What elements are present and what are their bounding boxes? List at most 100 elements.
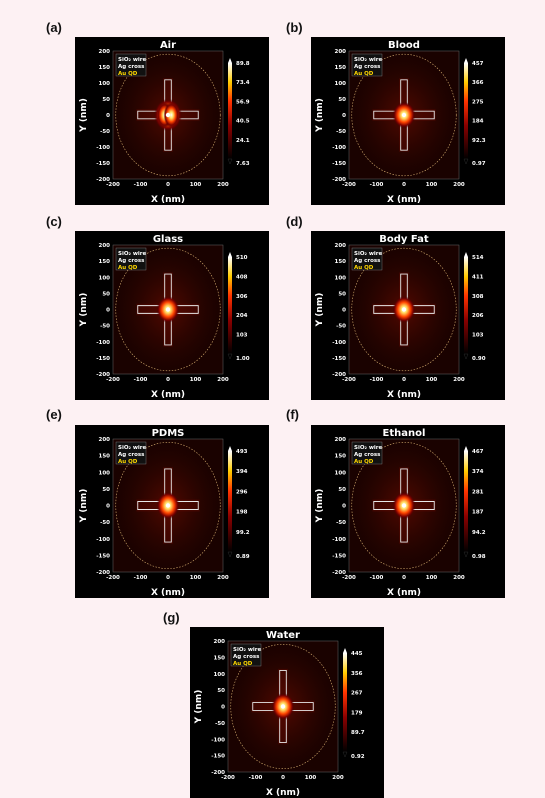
y-tick-label: -200 [332,177,346,183]
chart-title: Water [266,630,300,641]
legend-entry: SiO₂ wire [354,57,383,63]
colorbar-tick-label: 187 [472,510,484,516]
legend-entry: SiO₂ wire [118,57,147,63]
x-tick-label: 0 [402,575,406,581]
x-tick-label: -100 [134,377,148,383]
y-tick-label: 200 [99,49,111,55]
y-tick-label: 200 [99,437,111,443]
y-tick-label: 0 [221,705,225,711]
y-tick-label: -100 [96,340,110,346]
x-tick-label: 0 [166,182,170,188]
x-tick-label: -200 [221,775,235,781]
legend-entry: Au QD [354,71,374,77]
colorbar-tick-label: 73.4 [236,80,250,86]
y-tick-label: 50 [102,487,110,493]
y-tick-label: -50 [100,129,110,135]
heatmap-panel-body-fat: Body Fat SiO₂ wire Ag cross Au QD 200 150 100 5… [311,231,505,400]
colorbar [228,451,232,552]
colorbar-tick-label: 514 [472,255,484,261]
colorbar [464,257,468,354]
colorbar-tick-label: 103 [472,333,484,339]
colorbar-tick-label: 198 [236,510,248,516]
colorbar-tick-label: 92.3 [472,138,486,144]
chart-title: PDMS [152,428,185,439]
x-tick-label: 200 [217,182,229,188]
y-tick-label: 100 [99,470,111,476]
y-tick-label: 200 [99,243,111,249]
colorbar-tick-label: 306 [236,294,248,300]
colorbar [343,653,347,752]
y-tick-label: -100 [332,340,346,346]
colorbar-tick-label: 0.92 [351,754,365,760]
x-tick-label: 0 [281,775,285,781]
panel-label-c: (c) [46,214,62,229]
au-qd [165,307,171,312]
x-tick-label: -200 [342,575,356,581]
y-tick-label: -100 [332,145,346,151]
colorbar-tick-label: 467 [472,449,484,455]
legend-entry: SiO₂ wire [118,251,147,257]
colorbar-tick-label: 56.9 [236,99,250,105]
legend-entry: Ag cross [354,64,381,70]
x-tick-label: 100 [190,377,202,383]
y-tick-label: 200 [335,49,347,55]
y-tick-label: -150 [211,754,225,760]
y-tick-label: 200 [214,639,226,645]
legend-entry: Au QD [354,459,374,465]
y-tick-label: -100 [332,537,346,543]
x-tick-label: 200 [453,575,465,581]
y-tick-label: -200 [332,570,346,576]
colorbar-tick-label: 1.00 [236,356,250,362]
colorbar-tick-label: 493 [236,449,248,455]
y-tick-label: -150 [96,356,110,362]
colorbar-tick-label: 296 [236,489,248,495]
colorbar [228,63,232,159]
y-tick-label: 100 [99,81,111,87]
y-tick-label: -150 [96,553,110,559]
heatmap-panel-water: Water SiO₂ wire Ag cross Au QD 200 150 100 50 0 -… [190,627,384,798]
y-tick-label: 150 [214,655,226,661]
chart-title: Blood [388,40,420,51]
y-tick-label: -150 [96,161,110,167]
x-tick-label: -100 [249,775,263,781]
colorbar-tick-label: 89.7 [351,730,365,736]
legend-entry: Au QD [354,265,374,271]
x-tick-label: 0 [166,377,170,383]
au-qd [165,112,171,118]
legend-entry: Au QD [118,459,138,465]
y-tick-label: -50 [100,324,110,330]
au-qd [401,307,407,312]
panel-label-d: (d) [286,214,303,229]
y-tick-label: -200 [96,570,110,576]
y-tick-label: -200 [211,770,225,776]
colorbar-tick-label: 267 [351,691,363,697]
x-tick-label: -100 [370,182,384,188]
x-axis-label: X (nm) [151,195,185,205]
y-tick-label: 200 [335,437,347,443]
chart-title: Body Fat [379,234,429,245]
y-tick-label: -100 [211,737,225,743]
x-tick-label: -100 [134,575,148,581]
x-axis-label: X (nm) [266,788,300,798]
y-tick-label: 150 [99,454,111,460]
y-tick-label: 200 [335,243,347,249]
y-tick-label: 150 [335,454,347,460]
y-axis-label: Y (nm) [315,489,325,524]
colorbar-tick-label: 510 [236,255,248,261]
y-tick-label: 50 [338,487,346,493]
colorbar-tick-label: 411 [472,274,484,280]
y-tick-label: 100 [335,275,347,281]
y-tick-label: 150 [99,259,111,265]
colorbar-tick-label: 24.1 [236,138,250,144]
y-tick-label: 50 [102,291,110,297]
au-qd [401,112,407,118]
au-qd [280,704,286,709]
x-tick-label: 200 [217,377,229,383]
colorbar-tick-label: 0.89 [236,554,250,560]
panel-label-f: (f) [286,407,299,422]
